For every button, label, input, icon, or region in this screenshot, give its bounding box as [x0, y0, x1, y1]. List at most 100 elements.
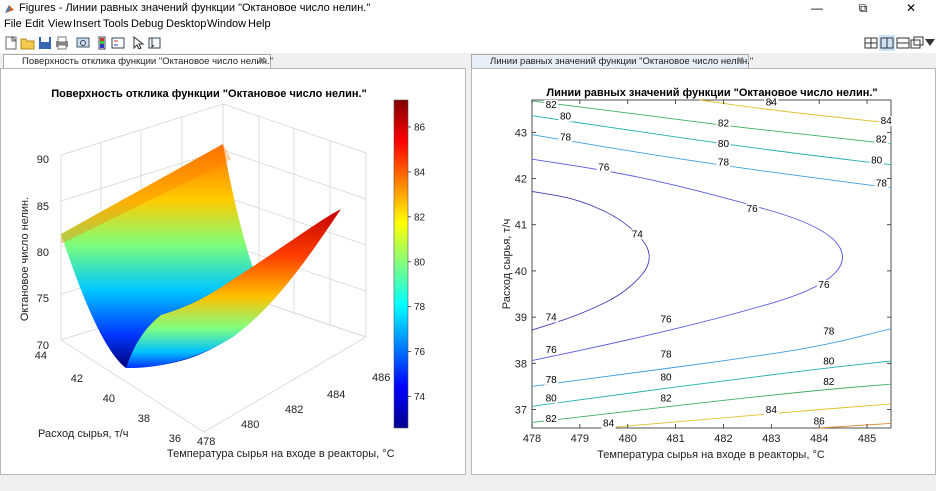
contour-line-82 — [532, 101, 891, 144]
tile-layout-icon[interactable] — [863, 35, 879, 51]
x-tick-label: 485 — [858, 433, 876, 445]
top-bottom-layout-icon[interactable] — [895, 35, 911, 51]
x-tick-label: 484 — [810, 433, 828, 445]
contour-line-80 — [532, 361, 891, 406]
menu-view[interactable]: View — [48, 18, 72, 30]
float-layout-icon[interactable] — [909, 35, 925, 51]
contour-line-84 — [700, 100, 891, 123]
y-tick-label: 39 — [515, 312, 527, 324]
save-icon[interactable] — [37, 35, 53, 51]
contour-label-bg — [716, 118, 731, 129]
contour-label-bg — [745, 203, 760, 214]
contour-label: 78 — [560, 132, 572, 143]
insert-colorbar-icon[interactable] — [94, 35, 110, 51]
pointer-icon[interactable] — [130, 35, 146, 51]
print-icon[interactable] — [54, 35, 70, 51]
contour-line-86 — [819, 423, 891, 428]
y-tick-label: 40 — [103, 393, 115, 405]
contour-label: 76 — [747, 204, 759, 215]
contour-label: 78 — [546, 375, 558, 386]
y-tick-label: 43 — [515, 127, 527, 139]
menu-tools[interactable]: Tools — [103, 18, 129, 30]
contour-label: 76 — [598, 162, 610, 173]
contour-label: 78 — [823, 326, 835, 337]
y-tick-label: 44 — [35, 350, 47, 362]
close-tab-icon[interactable]: ✖ — [736, 56, 745, 67]
dock-icon[interactable] — [922, 35, 936, 51]
y-tick-label: 36 — [169, 433, 181, 445]
tab-surface-plot[interactable]: Поверхность отклика функции "Октановое ч… — [3, 54, 273, 68]
menu-file[interactable]: File — [4, 18, 22, 30]
panel-divider[interactable] — [466, 53, 471, 491]
x-tick-label: 482 — [714, 433, 732, 445]
contour-label: 78 — [660, 349, 672, 360]
y-tick-label: 37 — [515, 405, 527, 417]
menu-desktop[interactable]: Desktop — [166, 18, 207, 30]
z-tick-label: 75 — [37, 293, 49, 305]
contour-label-bg — [716, 157, 731, 168]
tab-contour-plot[interactable]: Линии равных значений функции "Октановое… — [471, 54, 753, 68]
contour-label-bg — [544, 393, 559, 404]
colorbar-tick-label: 80 — [414, 257, 426, 268]
link-icon[interactable] — [75, 35, 91, 51]
edit-plot-icon[interactable] — [146, 35, 162, 51]
contour-x-axis: 478 479 480 481 482 483 484 485 — [523, 100, 876, 445]
menu-edit[interactable]: Edit — [25, 18, 44, 30]
contour-label-bg — [874, 178, 889, 189]
menu-bar: File Edit View Insert Tools Debug Deskto… — [0, 17, 936, 33]
x-axis: 478 480 482 484 486 — [197, 372, 390, 448]
contour-label-bg — [558, 132, 573, 143]
y-axis-label: Расход сырья, т/ч — [38, 428, 128, 440]
contour-line-84 — [604, 404, 891, 428]
restore-icon[interactable]: ⧉ — [858, 1, 868, 15]
close-icon[interactable]: ✕ — [905, 1, 917, 15]
y-tick-label: 38 — [515, 358, 527, 370]
contour-label-bg — [659, 372, 674, 383]
x-tick-label: 486 — [372, 372, 390, 384]
left-right-layout-icon[interactable] — [879, 35, 895, 51]
menu-insert[interactable]: Insert — [73, 18, 101, 30]
right-tabstrip: Линии равных значений функции "Октановое… — [471, 53, 936, 68]
y-tick-label: 38 — [138, 413, 150, 425]
contour-label: 80 — [718, 139, 730, 150]
menu-help[interactable]: Help — [248, 18, 271, 30]
contour-label: 80 — [546, 393, 558, 404]
x-tick-label: 478 — [197, 436, 215, 448]
menu-debug[interactable]: Debug — [131, 18, 164, 30]
open-file-icon[interactable] — [20, 35, 36, 51]
contour-line-82 — [532, 384, 891, 422]
surface-mesh[interactable] — [61, 144, 341, 369]
contour-label: 82 — [546, 414, 558, 425]
window-title: Figures - Линии равных значений функции … — [19, 2, 371, 14]
contour-label: 84 — [881, 116, 893, 127]
colorbar[interactable] — [393, 99, 409, 429]
menu-window[interactable]: Window — [207, 18, 247, 30]
contour-plot-svg[interactable]: Линии равных значений функции "Октановое… — [472, 69, 935, 474]
insert-legend-icon[interactable] — [110, 35, 126, 51]
contour-label: 82 — [660, 393, 672, 404]
contour-label-bg — [659, 393, 674, 404]
contour-label: 82 — [823, 377, 835, 388]
new-figure-icon[interactable] — [3, 35, 19, 51]
surface-plot-svg[interactable]: 90 85 80 75 70 Октановое число нелин. 44… — [1, 69, 465, 474]
z-tick-label: 90 — [37, 154, 49, 166]
y-tick-label: 40 — [515, 266, 527, 278]
contour-x-axis-label: Температура сырья на входе в реакторы, °… — [597, 449, 825, 461]
contour-label-bg — [816, 280, 831, 291]
contour-label: 78 — [718, 158, 730, 169]
close-tab-icon[interactable]: ✖ — [258, 56, 267, 67]
contour-label-bg — [812, 416, 827, 427]
contour-label: 74 — [546, 312, 558, 323]
colorbar-tick-label: 74 — [414, 392, 426, 403]
contour-axes[interactable] — [531, 99, 892, 429]
minimize-icon[interactable]: — — [811, 1, 823, 15]
contour-label-bg — [544, 312, 559, 323]
colorbar-tick-label: 76 — [414, 347, 426, 358]
contour-label: 84 — [766, 405, 778, 416]
contour-line-76 — [532, 159, 843, 360]
contour-label-bg — [821, 356, 836, 367]
contour-label-bg — [601, 418, 616, 429]
left-tabstrip: Поверхность отклика функции "Октановое ч… — [0, 53, 466, 68]
x-tick-label: 483 — [762, 433, 780, 445]
contour-label: 80 — [560, 111, 572, 122]
